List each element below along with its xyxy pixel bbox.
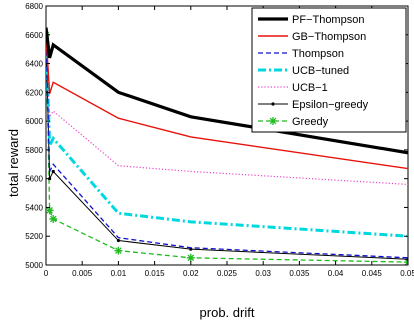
- series-4: [46, 34, 408, 186]
- y-tick-label: 6400: [25, 60, 43, 69]
- legend-marker: [271, 102, 275, 106]
- x-tick-label: 0.005: [72, 269, 93, 278]
- y-tick-label: 6000: [25, 117, 43, 126]
- x-tick-label: 0.03: [255, 269, 271, 278]
- y-tick-label: 5800: [25, 146, 43, 155]
- y-axis: 5000 5200 5400 5600 5800 6000 6200 6400 6600 6800: [25, 2, 408, 270]
- x-tick-label: 0.02: [183, 269, 199, 278]
- x-axis: 0 0.005 0.01 0.015 0.02 0.025 0.03 0.035 0.04 0.0…: [44, 6, 414, 278]
- y-tick-label: 6800: [25, 2, 43, 11]
- series-line: [46, 34, 408, 259]
- legend-entry: Greedy: [258, 116, 329, 128]
- series-line: [46, 34, 408, 263]
- series-1: [46, 34, 408, 170]
- y-tick-label: 6200: [25, 88, 43, 97]
- data-point: [186, 253, 195, 262]
- y-tick-label: 6600: [25, 31, 43, 40]
- legend-label: PF−Thompson: [292, 14, 364, 26]
- legend-entry: GB−Thompson: [258, 31, 366, 43]
- data-point: [114, 246, 123, 255]
- legend-label: Thompson: [292, 48, 344, 60]
- x-tick-label: 0.035: [289, 269, 310, 278]
- series-line: [46, 34, 408, 260]
- x-tick-label: 0: [44, 269, 49, 278]
- x-tick-label: 0.025: [217, 269, 238, 278]
- series-2: [46, 34, 408, 259]
- y-axis-label: total reward: [6, 129, 21, 197]
- series-6: [46, 30, 408, 265]
- series-line: [46, 34, 408, 170]
- data-point: [51, 169, 55, 174]
- legend-label: Epsilon−greedy: [292, 99, 369, 111]
- legend: PF−Thompson GB−Thompson Thompson UCB−tuned U…: [251, 7, 407, 133]
- x-tick-label: 0.015: [145, 269, 166, 278]
- y-tick-label: 5600: [25, 175, 43, 184]
- x-axis-label: prob. drift: [200, 305, 255, 320]
- legend-entry: PF−Thompson: [258, 14, 364, 26]
- x-tick-label: 0.045: [362, 269, 383, 278]
- data-point: [116, 238, 120, 243]
- series-line: [46, 34, 408, 186]
- y-tick-label: 5200: [25, 232, 43, 241]
- data-point: [406, 257, 408, 261]
- series-0: [46, 27, 408, 155]
- data-point: [46, 206, 54, 215]
- legend-entry: Epsilon−greedy: [258, 99, 369, 111]
- x-tick-label: 0.01: [111, 269, 127, 278]
- legend-entry: Thompson: [258, 48, 344, 60]
- x-tick-label: 0.04: [328, 269, 344, 278]
- legend-marker: [269, 117, 277, 125]
- legend-label: GB−Thompson: [292, 31, 366, 43]
- legend-label: UCB−1: [292, 82, 328, 94]
- legend-label: Greedy: [292, 116, 329, 128]
- x-tick-label: 0.05: [400, 269, 414, 278]
- legend-entry: UCB−tuned: [258, 65, 349, 77]
- series-line: [46, 27, 408, 155]
- legend-label: UCB−tuned: [292, 65, 349, 77]
- legend-entry: UCB−1: [258, 82, 328, 94]
- y-tick-label: 5400: [25, 203, 43, 212]
- y-tick-label: 5000: [25, 261, 43, 270]
- data-point: [49, 214, 58, 223]
